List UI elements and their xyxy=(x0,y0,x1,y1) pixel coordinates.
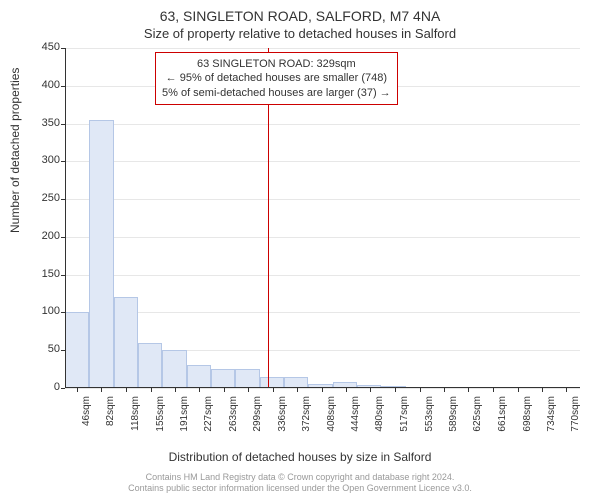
histogram-bar xyxy=(114,297,138,388)
y-tick-mark xyxy=(61,124,65,125)
y-tick-label: 250 xyxy=(20,192,60,204)
grid-line xyxy=(65,124,580,125)
x-tick-mark xyxy=(151,388,152,392)
x-tick-label: 227sqm xyxy=(203,396,214,440)
x-tick-mark xyxy=(493,388,494,392)
grid-line xyxy=(65,161,580,162)
y-tick-mark xyxy=(61,275,65,276)
y-tick-label: 450 xyxy=(20,41,60,53)
chart-container: 63, SINGLETON ROAD, SALFORD, M7 4NA Size… xyxy=(0,0,600,500)
footer-attribution: Contains HM Land Registry data © Crown c… xyxy=(0,472,600,494)
title-subtitle: Size of property relative to detached ho… xyxy=(0,26,600,41)
x-tick-label: 661sqm xyxy=(497,396,508,440)
x-tick-mark xyxy=(322,388,323,392)
x-tick-mark xyxy=(101,388,102,392)
x-tick-label: 589sqm xyxy=(448,396,459,440)
x-tick-mark xyxy=(420,388,421,392)
y-tick-mark xyxy=(61,199,65,200)
x-tick-label: 155sqm xyxy=(155,396,166,440)
x-tick-label: 517sqm xyxy=(399,396,410,440)
x-tick-label: 82sqm xyxy=(105,396,116,440)
x-tick-mark xyxy=(518,388,519,392)
x-tick-label: 698sqm xyxy=(522,396,533,440)
x-tick-label: 118sqm xyxy=(130,396,141,440)
annotation-line2: ← 95% of detached houses are smaller (74… xyxy=(162,71,391,85)
annotation-line1: 63 SINGLETON ROAD: 329sqm xyxy=(162,57,391,71)
y-tick-label: 100 xyxy=(20,305,60,317)
annotation-box: 63 SINGLETON ROAD: 329sqm← 95% of detach… xyxy=(155,52,398,105)
histogram-bar xyxy=(138,343,162,388)
histogram-bar xyxy=(162,350,186,388)
histogram-bar xyxy=(211,369,235,388)
y-tick-mark xyxy=(61,161,65,162)
x-tick-mark xyxy=(468,388,469,392)
y-tick-label: 300 xyxy=(20,154,60,166)
y-tick-mark xyxy=(61,237,65,238)
grid-line xyxy=(65,199,580,200)
x-tick-label: 770sqm xyxy=(570,396,581,440)
x-tick-label: 372sqm xyxy=(301,396,312,440)
x-tick-label: 734sqm xyxy=(546,396,557,440)
x-tick-mark xyxy=(248,388,249,392)
y-tick-mark xyxy=(61,312,65,313)
histogram-bar xyxy=(235,369,259,388)
y-axis-line xyxy=(65,48,66,388)
grid-line xyxy=(65,312,580,313)
grid-line xyxy=(65,237,580,238)
x-tick-mark xyxy=(395,388,396,392)
x-tick-mark xyxy=(370,388,371,392)
x-tick-mark xyxy=(542,388,543,392)
x-tick-mark xyxy=(566,388,567,392)
y-axis-label: Number of detached properties xyxy=(8,68,22,233)
x-axis-label: Distribution of detached houses by size … xyxy=(0,450,600,464)
x-tick-mark xyxy=(224,388,225,392)
x-tick-mark xyxy=(297,388,298,392)
x-tick-mark xyxy=(199,388,200,392)
y-tick-label: 400 xyxy=(20,79,60,91)
y-tick-mark xyxy=(61,350,65,351)
x-tick-label: 191sqm xyxy=(179,396,190,440)
x-tick-label: 480sqm xyxy=(374,396,385,440)
grid-line xyxy=(65,275,580,276)
histogram-bar xyxy=(65,312,89,388)
footer-line1: Contains HM Land Registry data © Crown c… xyxy=(0,472,600,483)
annotation-line3: 5% of semi-detached houses are larger (3… xyxy=(162,86,391,100)
y-tick-label: 50 xyxy=(20,343,60,355)
x-tick-mark xyxy=(126,388,127,392)
x-tick-label: 553sqm xyxy=(424,396,435,440)
x-tick-mark xyxy=(273,388,274,392)
x-tick-label: 299sqm xyxy=(252,396,263,440)
y-tick-label: 200 xyxy=(20,230,60,242)
footer-line2: Contains public sector information licen… xyxy=(0,483,600,494)
x-tick-mark xyxy=(346,388,347,392)
y-tick-label: 150 xyxy=(20,268,60,280)
y-tick-mark xyxy=(61,48,65,49)
x-tick-mark xyxy=(444,388,445,392)
y-tick-mark xyxy=(61,86,65,87)
histogram-bar xyxy=(89,120,113,388)
x-tick-mark xyxy=(175,388,176,392)
x-tick-label: 336sqm xyxy=(277,396,288,440)
grid-line xyxy=(65,48,580,49)
y-tick-label: 350 xyxy=(20,117,60,129)
x-tick-mark xyxy=(77,388,78,392)
y-tick-label: 0 xyxy=(20,381,60,393)
y-tick-mark xyxy=(61,388,65,389)
x-tick-label: 263sqm xyxy=(228,396,239,440)
x-tick-label: 625sqm xyxy=(472,396,483,440)
x-tick-label: 46sqm xyxy=(81,396,92,440)
title-address: 63, SINGLETON ROAD, SALFORD, M7 4NA xyxy=(0,8,600,24)
x-tick-label: 444sqm xyxy=(350,396,361,440)
x-tick-label: 408sqm xyxy=(326,396,337,440)
histogram-bar xyxy=(187,365,211,388)
